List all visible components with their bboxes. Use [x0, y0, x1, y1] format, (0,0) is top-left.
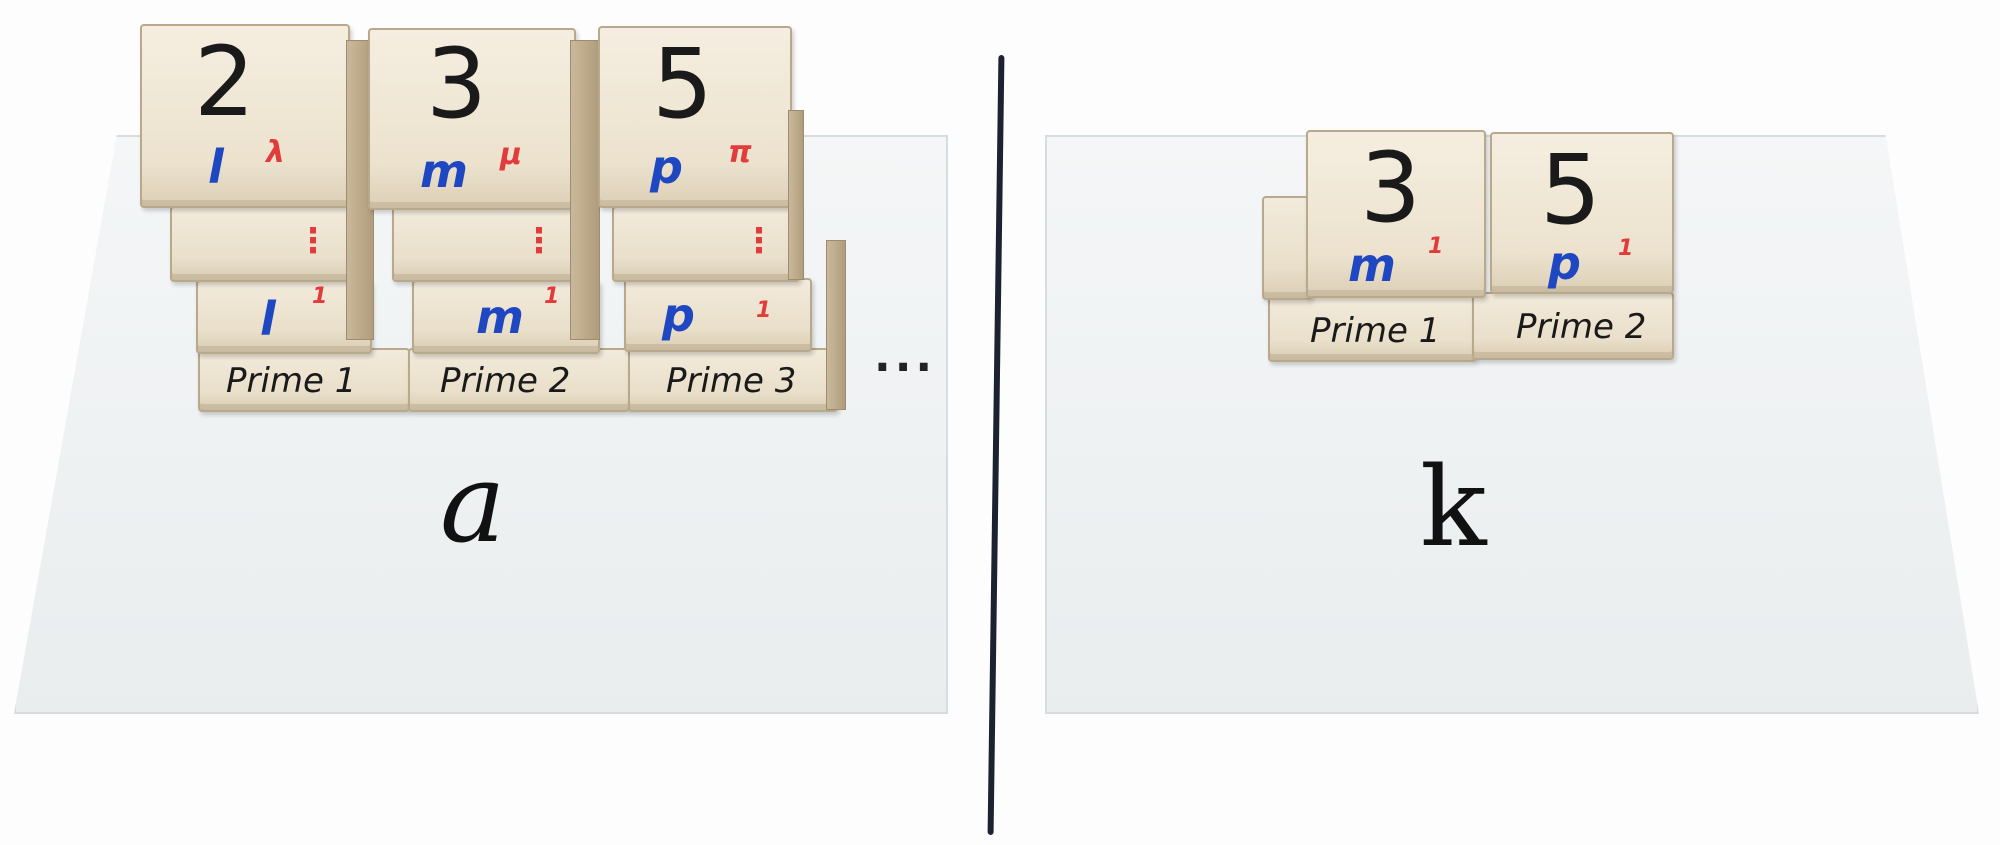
column-3-side: [788, 110, 804, 280]
plate-letter-k: k: [1420, 443, 1487, 571]
right-column-2-block: 5 p 1: [1490, 132, 1674, 294]
column-3-exponent: π: [728, 135, 752, 170]
column-1-exponent: λ: [266, 135, 285, 170]
right-column-1-block: 3 m 1: [1306, 130, 1486, 298]
column-2-number: 3: [426, 28, 488, 140]
column-2-lower-exponent: 1: [544, 284, 560, 309]
column-1-number: 2: [194, 26, 256, 138]
right-filler-block: [1262, 196, 1312, 300]
column-2-lower-variable: m: [476, 290, 524, 344]
column-3-number: 5: [652, 28, 714, 140]
column-1-mid-marks: ⋮: [296, 221, 330, 261]
column-3-block-top: 5 p π: [598, 26, 792, 208]
column-2-block-top: 3 m μ: [368, 28, 576, 210]
column-1-lower-variable: l: [260, 292, 276, 346]
base-label-prime-1: Prime 1: [226, 361, 357, 401]
base-block-prime-3: Prime 3: [628, 348, 838, 412]
column-2-block-lower: m 1: [412, 280, 600, 354]
continuation-ellipsis: ...: [874, 331, 937, 382]
right-column-2-variable: p: [1548, 236, 1581, 290]
right-column-1-exponent: 1: [1428, 234, 1444, 259]
column-3-mid-marks: ⋮: [742, 221, 776, 261]
column-1-block-middle: ⋮: [170, 206, 366, 282]
right-base-block-prime-1: Prime 1: [1268, 296, 1476, 362]
base-block-prime-2: Prime 2: [408, 348, 630, 412]
base-label-prime-3: Prime 3: [666, 361, 797, 401]
column-3-block-middle: ⋮: [612, 206, 800, 282]
divider-line: [987, 54, 1005, 836]
right-column-1-variable: m: [1348, 238, 1396, 292]
column-3-lower-exponent: 1: [756, 298, 772, 323]
column-2-mid-marks: ⋮: [522, 221, 556, 261]
column-2-exponent: μ: [500, 137, 523, 172]
column-1-variable: l: [208, 140, 224, 194]
column-2-variable: m: [420, 144, 468, 198]
base-block-side: [826, 240, 846, 410]
base-label-prime-2: Prime 2: [440, 361, 571, 401]
column-2-block-middle: ⋮: [392, 206, 588, 282]
right-column-2-number: 5: [1540, 134, 1602, 246]
right-base-block-prime-2: Prime 2: [1472, 292, 1674, 360]
column-2-side: [570, 40, 600, 340]
column-1-block-top: 2 l λ: [140, 24, 350, 208]
right-column-1-number: 3: [1360, 132, 1422, 244]
column-3-block-lower: p 1: [624, 278, 812, 352]
column-1-lower-exponent: 1: [312, 284, 328, 309]
right-column-2-exponent: 1: [1618, 236, 1634, 261]
column-3-variable: p: [650, 140, 683, 194]
plate-letter-a: a: [440, 439, 506, 567]
right-base-label-prime-1: Prime 1: [1310, 311, 1441, 351]
base-block-prime-1: Prime 1: [198, 348, 410, 412]
column-1-block-lower: l 1: [196, 280, 372, 354]
column-3-lower-variable: p: [662, 288, 695, 342]
right-base-label-prime-2: Prime 2: [1516, 307, 1647, 347]
